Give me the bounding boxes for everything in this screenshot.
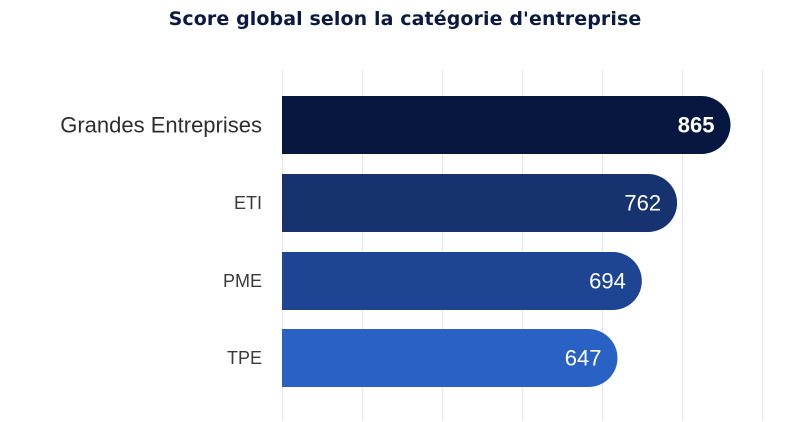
- bar-eti: [282, 174, 678, 232]
- bar-tpe: [282, 329, 618, 387]
- value-label: 694: [589, 269, 626, 294]
- bar-pme: [282, 252, 642, 310]
- chart-title: Score global selon la catégorie d'entrep…: [168, 8, 642, 30]
- value-label: 865: [678, 113, 715, 138]
- category-label: ETI: [234, 193, 262, 213]
- bar-grandes-entreprises: [282, 96, 731, 154]
- value-labels: 865 762 694 647: [565, 113, 715, 371]
- category-label: PME: [223, 271, 262, 291]
- chart-bars: [282, 96, 731, 387]
- value-label: 647: [565, 346, 602, 371]
- category-label: TPE: [227, 348, 262, 368]
- category-labels: Grandes Entreprises ETI PME TPE: [60, 113, 262, 369]
- value-label: 762: [624, 191, 661, 216]
- category-label: Grandes Entreprises: [60, 113, 262, 138]
